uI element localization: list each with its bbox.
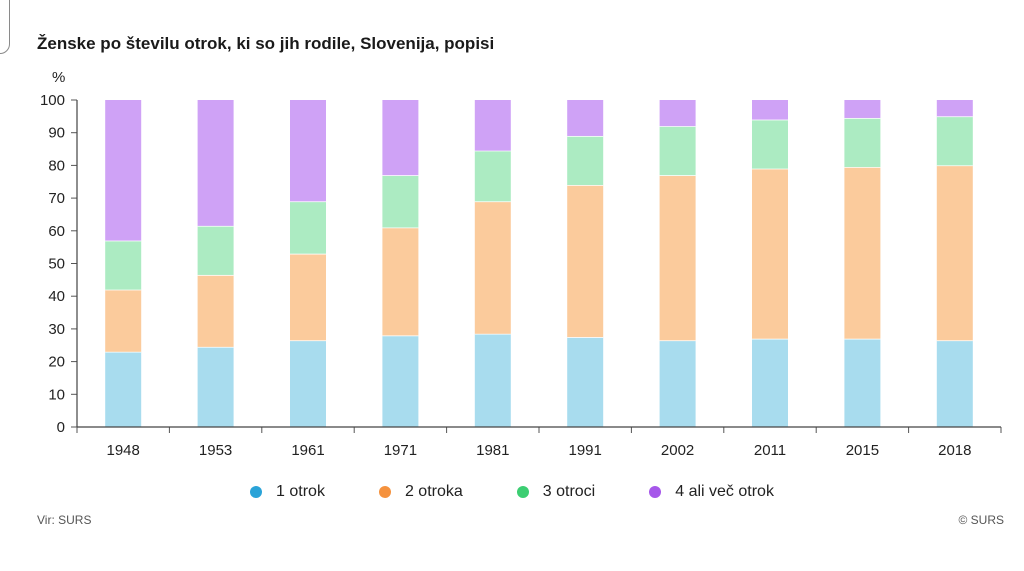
chart-title: Ženske po številu otrok, ki so jih rodil… [37,34,495,53]
legend-label: 2 otroka [404,483,463,500]
bar-segment [936,100,973,117]
x-tick-label: 1991 [569,442,602,459]
x-tick-label: 2015 [846,442,879,459]
bar-segment [290,100,326,202]
legend-item: 1 otrok [250,483,325,501]
bar-segment [752,100,788,120]
y-tick-label: 50 [48,256,65,273]
bar-segment [752,338,788,427]
y-tick-label: 0 [57,419,65,436]
legend-label: 1 otrok [276,483,325,500]
bar-segment [844,167,881,339]
y-tick-label: 20 [48,354,65,371]
bar-segment [197,346,234,427]
bar-segment [474,201,511,334]
bar-segment [659,100,696,127]
bar-segment [105,100,142,241]
x-tick-label: 1961 [291,442,324,459]
chart-legend: 1 otrok 2 otroka 3 otroci 4 ali več otrok [0,483,1024,501]
bar-segment [844,117,881,168]
bar-segment [567,100,604,136]
y-tick-label: 70 [48,190,65,207]
legend-swatch [516,486,529,498]
legend-item: 3 otroci [516,483,596,501]
bar-segment [936,116,973,166]
legend-item: 4 ali več otrok [649,483,774,501]
bar-segment [844,100,881,118]
bar-segment [844,338,881,427]
bar-segment [290,340,326,427]
bar-segment [382,100,419,176]
bar-segment [382,227,419,336]
bar-segment [567,185,604,338]
bar-segment [105,351,142,427]
bar-segment [290,201,326,254]
x-tick-label: 2018 [938,442,971,459]
bar-segment [936,340,973,427]
bar-segment [105,289,142,352]
x-tick-label: 1953 [199,442,232,459]
y-tick-label: 60 [48,223,65,240]
y-axis-unit-label: % [52,69,65,86]
bar-segment [290,253,326,341]
bar-segment [752,168,788,339]
x-tick-label: 2011 [754,442,786,459]
legend-swatch [250,486,263,498]
x-tick-label: 1948 [107,442,140,459]
bar-segment [659,340,696,427]
legend-swatch [378,486,391,498]
bar-segment [659,126,696,176]
x-tick-label: 2002 [661,442,694,459]
legend-item: 2 otroka [378,483,463,501]
bar-segment [382,175,419,228]
y-tick-label: 80 [48,157,65,174]
bar-segment [936,165,973,341]
x-tick-label: 1981 [476,442,509,459]
y-tick-label: 40 [48,288,65,305]
y-tick-label: 30 [48,321,65,338]
bar-segment [197,225,234,275]
bar-segment [197,274,234,347]
bar-segment [752,119,788,169]
y-tick-label: 10 [48,386,65,403]
source-note: Vir: SURS [37,513,92,527]
y-tick-label: 90 [48,125,65,142]
bar-segment [567,337,604,427]
copyright-note: © SURS [958,513,1004,527]
legend-label: 3 otroci [542,483,596,500]
y-tick-label: 100 [40,92,65,109]
bar-segment [474,100,511,151]
legend-swatch [649,486,662,498]
x-tick-label: 1971 [384,442,417,459]
legend-label: 4 ali več otrok [675,483,774,500]
bar-segment [382,335,419,427]
bar-segment [105,240,142,290]
bar-segment [659,175,696,341]
bar-segment [567,135,604,186]
bar-segment [197,100,234,226]
bar-segment [474,333,511,427]
stacked-bar-chart: % 0 10 20 30 40 50 60 70 80 90 100 1948 1953 1961 1971 1… [40,69,1002,459]
bar-segment [474,150,511,202]
